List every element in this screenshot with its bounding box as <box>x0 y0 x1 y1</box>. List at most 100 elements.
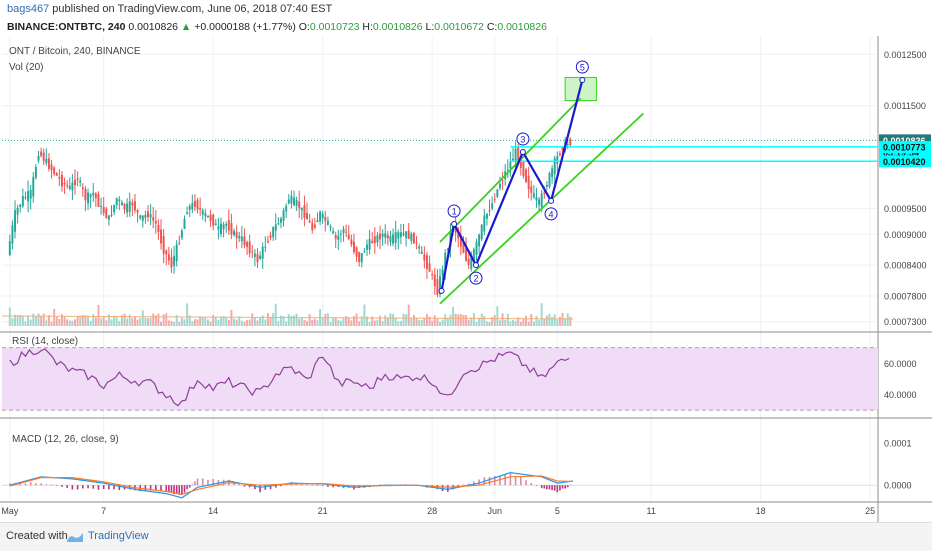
volume-bar-11 <box>37 313 40 326</box>
candle-body-135 <box>360 253 363 263</box>
volume-bar-74 <box>201 317 204 326</box>
volume-bar-164 <box>436 318 439 326</box>
macd-hist-1-4 <box>61 485 63 487</box>
volume-bar-213 <box>564 318 567 326</box>
candle-body-154 <box>410 233 413 241</box>
wave-label-circle-2 <box>516 132 530 146</box>
volume-bar-115 <box>308 314 311 326</box>
channel-line-1 <box>439 97 582 243</box>
candle-body-8 <box>29 190 32 199</box>
volume-bar-155 <box>412 314 415 326</box>
volume-bar-79 <box>214 317 217 326</box>
price-label-bg-2 <box>879 141 931 154</box>
wave-label-1: 2 <box>473 274 478 284</box>
macd-hist-11-2 <box>332 485 334 488</box>
candle-body-0 <box>8 241 11 255</box>
candle-body-71 <box>193 200 196 207</box>
candle-body-193 <box>512 158 514 161</box>
candle-body-131 <box>350 239 353 245</box>
candle-body-28 <box>81 187 84 190</box>
candle-body-158 <box>420 251 423 254</box>
volume-bar-23 <box>68 320 71 326</box>
volume-bar-43 <box>120 314 123 326</box>
volume-bar-7 <box>27 315 30 326</box>
volume-bar-32 <box>92 314 95 326</box>
macd-hist-6-5 <box>194 481 196 486</box>
candle-body-122 <box>326 220 329 225</box>
volume-bar-81 <box>220 317 222 326</box>
volume-bar-40 <box>113 315 116 326</box>
chart-area[interactable]: 1 2 3 4 5 0.0012500 0.0011500 0.0009500 0.000900… <box>0 36 932 522</box>
volume-bar-162 <box>431 320 434 326</box>
volume-bar-153 <box>407 304 410 326</box>
volume-bar-26 <box>76 316 79 326</box>
candle-body-177 <box>470 255 473 269</box>
volume-bar-65 <box>178 321 181 326</box>
volume-bar-86 <box>233 318 236 326</box>
macd-hist-0-5 <box>35 483 37 486</box>
macd-hist-4-3 <box>149 485 152 491</box>
volume-bar-21 <box>63 316 66 326</box>
candle-body-142 <box>379 233 382 240</box>
candle-body-192 <box>509 161 512 169</box>
volume-bar-5 <box>21 315 24 326</box>
candle-body-7 <box>27 191 30 202</box>
volume-bar-97 <box>261 315 264 326</box>
volume-bar-75 <box>204 317 207 326</box>
candle-body-149 <box>397 232 400 239</box>
volume-bar-3 <box>16 315 19 326</box>
candle-body-18 <box>55 173 58 176</box>
author-link[interactable]: bags467 <box>7 3 50 15</box>
candle-body-201 <box>532 193 535 198</box>
volume-bar-176 <box>467 319 470 326</box>
volume-bar-105 <box>282 315 285 326</box>
volume-bar-111 <box>298 318 301 326</box>
volume-bar-150 <box>399 321 402 326</box>
volume-bar-53 <box>147 318 149 326</box>
volume-bar-133 <box>355 313 358 326</box>
candle-body-136 <box>363 251 366 253</box>
macd-hist-9-0 <box>259 485 261 493</box>
volume-bar-144 <box>384 315 387 326</box>
volume-bar-188 <box>498 320 501 326</box>
volume-bar-92 <box>248 319 251 326</box>
volume-bar-179 <box>475 321 478 326</box>
volume-bar-54 <box>149 317 152 326</box>
wave-label-circle-0 <box>447 204 461 218</box>
candle-body-168 <box>446 248 449 251</box>
volume-bar-122 <box>326 313 329 326</box>
chart-svg[interactable]: 1 2 3 4 5 0.0012500 0.0011500 0.0009500 0.000900… <box>0 36 932 522</box>
price-label-3: 0.0010420 <box>883 157 926 167</box>
candle-body-188 <box>498 183 501 189</box>
time-tick-8: 18 <box>756 506 766 516</box>
tradingview-link[interactable]: TradingView <box>88 530 149 542</box>
volume-bar-67 <box>183 319 186 326</box>
candle-body-159 <box>423 254 426 261</box>
open-value: 0.0010723 <box>309 21 360 33</box>
candle-body-24 <box>71 182 74 191</box>
high-label: H: <box>362 21 373 33</box>
macd-hist-5-5 <box>178 485 181 495</box>
volume-bar-30 <box>87 315 90 326</box>
volume-bar-171 <box>454 313 457 326</box>
volume-bar-17 <box>53 308 56 326</box>
candle-body-129 <box>345 231 348 233</box>
candle-body-125 <box>334 235 337 239</box>
volume-bar-158 <box>420 319 423 326</box>
candle-body-155 <box>412 232 415 244</box>
volume-bar-175 <box>465 315 468 326</box>
candle-body-55 <box>152 217 155 221</box>
macd-hist-3-2 <box>113 485 115 490</box>
candle-body-56 <box>154 220 157 224</box>
macd-hist-3-0 <box>102 485 105 490</box>
candle-body-148 <box>394 231 397 243</box>
candle-body-184 <box>488 210 491 212</box>
macd-hist-11-1 <box>327 485 329 487</box>
volume-bar-89 <box>240 320 243 326</box>
time-tick-2: 14 <box>208 506 218 516</box>
candle-body-90 <box>243 236 246 246</box>
candle-body-191 <box>506 169 509 171</box>
macd-hist-9-5 <box>285 484 287 486</box>
close-label: C: <box>486 21 498 33</box>
candle-body-59 <box>162 236 165 254</box>
